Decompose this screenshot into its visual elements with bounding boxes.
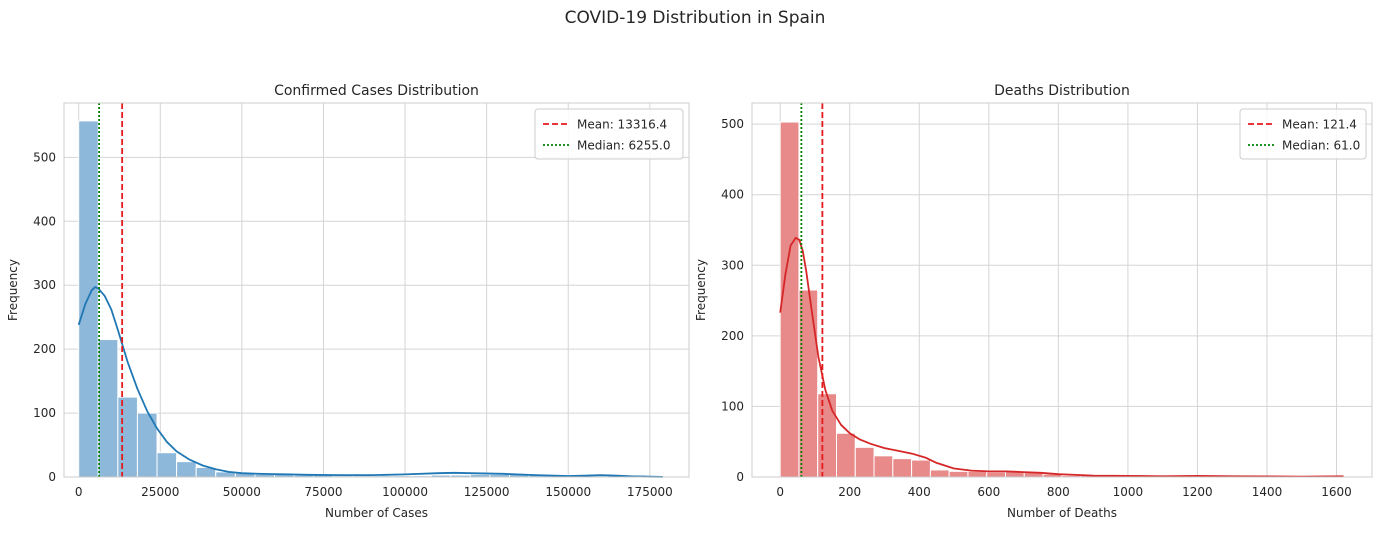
x-tick-label: 150000 — [545, 485, 591, 499]
plot-frame — [751, 102, 1373, 478]
y-tick-label: 0 — [48, 470, 56, 484]
histogram-bar — [911, 459, 931, 478]
y-axis-label: Frequency — [694, 259, 708, 321]
x-tick-label: 125000 — [464, 485, 510, 499]
histogram-bar — [892, 458, 913, 478]
y-tick-label: 0 — [736, 470, 744, 484]
kde-curve — [779, 236, 1344, 478]
y-tick-label: 100 — [33, 406, 56, 420]
legend: Mean: 13316.4 Median: 6255.0 — [534, 108, 684, 160]
x-axis-label: Number of Deaths — [1007, 506, 1117, 520]
histogram-bar — [779, 121, 800, 478]
x-tick-label: 400 — [908, 485, 931, 499]
legend-box — [1239, 108, 1367, 160]
histogram-bar — [986, 471, 1006, 478]
figure-title: COVID-19 Distribution in Spain — [565, 8, 826, 28]
x-tick-label: 1000 — [1113, 485, 1144, 499]
chart-panel-2: 0 200 400 600 800 1000 1200 1400 1600 0 100 200 300 4… — [694, 83, 1373, 520]
y-tick-label: 300 — [721, 258, 744, 272]
histogram-bar — [873, 455, 894, 478]
histogram-bar — [97, 339, 119, 478]
y-tick-label: 100 — [721, 399, 744, 413]
chart-title: Confirmed Cases Distribution — [274, 83, 479, 99]
legend-box — [534, 108, 684, 160]
x-tick-label: 0 — [776, 485, 784, 499]
legend-mean-label: Mean: 13316.4 — [577, 118, 667, 132]
x-tick-label: 800 — [1047, 485, 1070, 499]
histogram-bar — [156, 452, 178, 478]
y-tick-label: 300 — [33, 278, 56, 292]
x-tick-label: 175000 — [627, 485, 673, 499]
x-axis-label: Number of Cases — [325, 506, 428, 520]
y-tick-label: 500 — [33, 150, 56, 164]
legend-median-label: Median: 61.0 — [1282, 139, 1360, 153]
histogram-bar — [835, 432, 856, 478]
histogram-bar — [948, 470, 969, 478]
x-tick-label: 75000 — [304, 485, 342, 499]
chart-panel-1: 0 25000 50000 75000 100000 125000 150000 175000… — [6, 83, 690, 520]
x-tick-label: 1400 — [1252, 485, 1283, 499]
histogram-bar — [117, 396, 138, 478]
x-tick-label: 1200 — [1182, 485, 1213, 499]
x-tick-label: 200 — [838, 485, 861, 499]
legend-median-label: Median: 6255.0 — [577, 139, 671, 153]
y-axis-label: Frequency — [6, 259, 20, 321]
chart-title: Deaths Distribution — [994, 83, 1130, 99]
legend: Mean: 121.4 Median: 61.0 — [1239, 108, 1367, 160]
histogram-bar — [929, 469, 950, 478]
x-tick-label: 0 — [75, 485, 83, 499]
histogram-bar — [854, 446, 875, 478]
x-tick-label: 25000 — [141, 485, 179, 499]
legend-mean-label: Mean: 121.4 — [1282, 118, 1357, 132]
y-tick-label: 400 — [721, 188, 744, 202]
x-tick-label: 1600 — [1321, 485, 1352, 499]
histogram-bar — [817, 393, 837, 478]
plot-frame — [63, 102, 690, 478]
histogram-bar — [967, 470, 988, 478]
y-tick-label: 400 — [33, 214, 56, 228]
y-tick-label: 500 — [721, 117, 744, 131]
kde-curve — [77, 286, 663, 478]
y-tick-label: 200 — [721, 329, 744, 343]
histogram-bar — [176, 461, 197, 478]
x-tick-label: 50000 — [223, 485, 261, 499]
x-tick-label: 600 — [977, 485, 1000, 499]
y-tick-label: 200 — [33, 342, 56, 356]
x-tick-label: 100000 — [382, 485, 428, 499]
